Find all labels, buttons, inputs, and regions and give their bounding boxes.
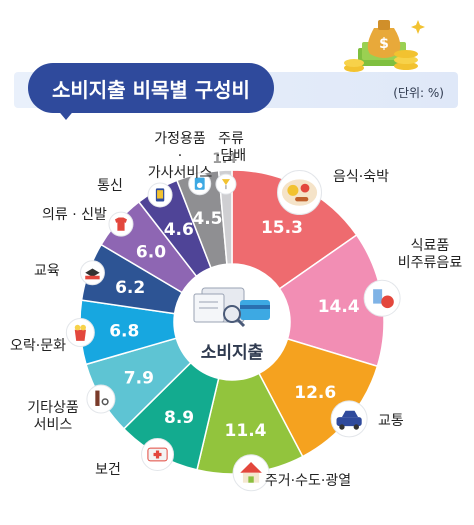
clothing-icon: [108, 211, 134, 237]
car-icon: [330, 400, 368, 438]
grocery-icon: [363, 279, 401, 317]
category-label-line: 의류 · 신발: [42, 207, 107, 223]
category-label-line: ·담배: [216, 148, 246, 164]
appliance-icon: [188, 172, 212, 196]
phone-icon: [147, 182, 173, 208]
house-icon: [232, 454, 270, 492]
category-label-line: 음식·숙박: [333, 169, 389, 185]
title-pointer: [56, 108, 76, 120]
page-title-text: 소비지출 비목별 구성비: [52, 77, 250, 102]
data-label: 14.4: [318, 297, 360, 317]
data-label: 4.6: [164, 220, 194, 240]
drink-icon: [215, 173, 237, 195]
data-label: 4.5: [192, 209, 222, 229]
category-label-line: 주거·수도·광열: [265, 473, 351, 489]
data-label: 8.9: [164, 408, 194, 428]
category-label: 보건: [95, 462, 121, 478]
category-label-line: ·: [178, 148, 182, 164]
category-label: 가정용품 · 가사서비스: [148, 131, 213, 181]
data-label: 15.3: [261, 218, 303, 238]
money-bag-icon: $: [344, 20, 425, 72]
category-label-line: 통신: [97, 178, 123, 194]
unit-note: (단위: %): [393, 86, 444, 100]
category-label-line: 서비스: [34, 417, 73, 433]
pie-slice: [231, 169, 358, 290]
data-label: 12.6: [294, 383, 336, 403]
category-label: 주거·수도·광열: [265, 473, 351, 489]
category-label-line: 식료품: [411, 238, 450, 254]
data-label: 6.8: [109, 321, 139, 341]
data-label: 6.0: [136, 243, 166, 263]
category-label-line: 비주류음료: [398, 255, 463, 271]
category-label-line: 가사서비스: [148, 165, 213, 181]
data-label: 1.4: [212, 151, 237, 167]
center-label: 소비지출: [201, 343, 264, 363]
category-label: 교통: [378, 413, 404, 429]
data-label: 7.9: [124, 369, 154, 389]
category-label-line: 가정용품: [154, 131, 206, 147]
category-label-line: 주류: [218, 131, 244, 147]
category-label: 기타상품 서비스: [27, 400, 79, 433]
category-label: 통신: [97, 178, 123, 194]
pie-slice: [278, 233, 385, 368]
category-label: 식료품 비주류음료: [398, 238, 463, 271]
data-label: 11.4: [225, 421, 267, 441]
category-label-line: 오락·문화: [10, 338, 66, 354]
popcorn-icon: [65, 317, 95, 347]
svg-text:$: $: [379, 36, 389, 52]
receipt-card-icon: [193, 287, 270, 328]
data-label: 6.2: [115, 278, 145, 298]
first-aid-kit-icon: [141, 438, 175, 472]
category-label-line: 교육: [34, 263, 60, 279]
category-label: 주류 ·담배: [216, 131, 246, 164]
category-label-line: 보건: [95, 462, 121, 478]
category-label: 의류 · 신발: [42, 207, 107, 223]
category-label-line: 교통: [378, 413, 404, 429]
category-label-line: 기타상품: [27, 400, 79, 416]
category-label: 음식·숙박: [333, 169, 389, 185]
food-plate-icon: [277, 170, 323, 216]
category-label: 오락·문화: [10, 338, 66, 354]
haircut-tools-icon: [86, 384, 116, 414]
page-title: 소비지출 비목별 구성비: [28, 63, 274, 113]
category-label: 교육: [34, 263, 60, 279]
graduation-cap-icon: [79, 260, 105, 286]
